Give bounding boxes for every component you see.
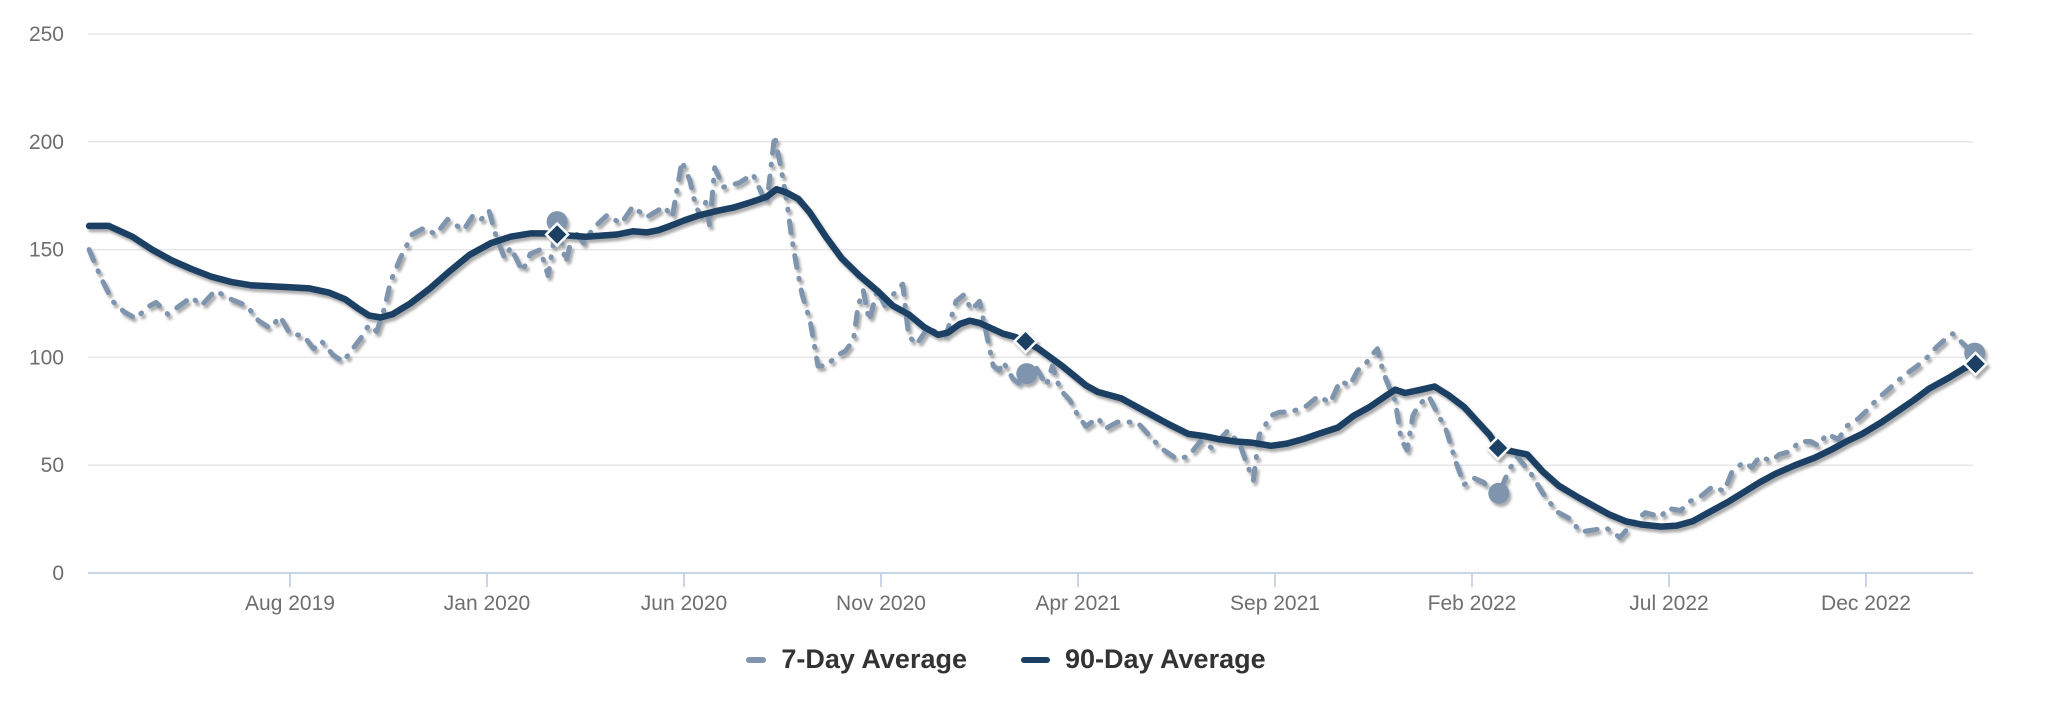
x-axis-tick-label: Aug 2019	[245, 592, 335, 615]
y-axis-tick-label: 150	[29, 239, 64, 262]
chart-legend: 7-Day Average 90-Day Average	[0, 644, 2030, 675]
legend-item-7day-average[interactable]: 7-Day Average	[746, 644, 967, 675]
y-axis-tick-label: 100	[29, 346, 64, 369]
marker-diamond-90day	[1012, 328, 1039, 354]
series-line-7day-average	[86, 132, 1978, 540]
y-axis-tick-label: 200	[29, 131, 64, 154]
marker-circle-7day	[1488, 482, 1510, 504]
marker-circle-7day	[1016, 363, 1038, 385]
dashed-line-swatch-icon	[746, 656, 767, 663]
marker-diamond-90day	[544, 221, 570, 248]
x-axis-tick-label: Jan 2020	[444, 592, 530, 615]
marker-diamond-90day	[1962, 351, 1989, 377]
marker-diamond-90day	[1485, 435, 1511, 461]
x-axis-tick-label: Jul 2022	[1629, 592, 1708, 615]
y-axis-tick-label: 250	[29, 23, 64, 46]
x-axis-tick-label: Dec 2022	[1821, 592, 1911, 615]
marker-circle-7day	[546, 211, 568, 233]
series-group	[85, 132, 1989, 540]
x-axis-tick-label: Jun 2020	[641, 592, 727, 615]
legend-item-90day-average[interactable]: 90-Day Average	[1020, 644, 1266, 675]
legend-label-90day: 90-Day Average	[1064, 644, 1266, 674]
x-axis-tick-label: Nov 2020	[836, 592, 926, 615]
series-line-90day-average	[85, 185, 1979, 530]
y-axis-tick-label: 0	[52, 562, 64, 585]
y-axis-tick-label: 50	[41, 454, 64, 477]
legend-label-7day: 7-Day Average	[781, 644, 967, 674]
x-axis-tick-label: Feb 2022	[1428, 592, 1517, 615]
solid-line-swatch-icon	[1020, 656, 1050, 663]
x-axis-tick-label: Apr 2021	[1035, 592, 1120, 615]
x-axis-tick-label: Sep 2021	[1230, 592, 1320, 615]
